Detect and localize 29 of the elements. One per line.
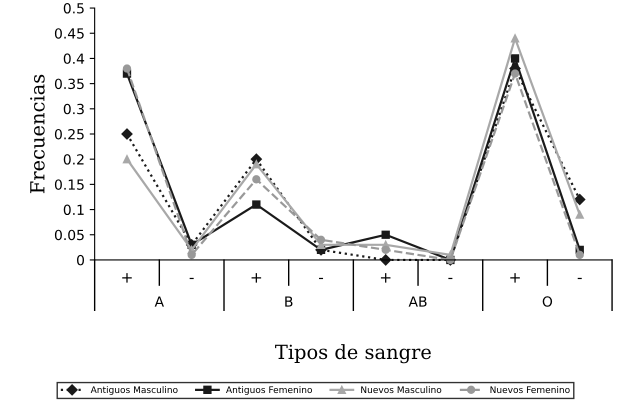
legend-label: Nuevos Masculino [361, 386, 442, 394]
y-tick-label: 0.4 [64, 53, 84, 64]
y-tick-label: 0.45 [54, 28, 84, 39]
y-axis-title: Frecuencias [30, 74, 45, 194]
y-tick-label: 0.1 [64, 204, 84, 216]
y-tick-label: 0.25 [54, 128, 84, 140]
text: AB [408, 296, 427, 307]
y-tick-label: 0.3 [64, 104, 84, 114]
y-tick-label: 0.05 [54, 230, 84, 240]
x-tick-label: + [252, 273, 262, 283]
y-tick-label: 0.5 [64, 3, 84, 14]
x-tick-label: + [122, 273, 132, 283]
legend-label: Nuevos Femenino [490, 386, 570, 394]
x-tick-label: - [448, 278, 452, 280]
y-tick-label: 0 [77, 254, 84, 266]
text: B [285, 296, 292, 307]
x-tick-label: + [510, 273, 520, 283]
text: A [154, 296, 164, 307]
legend-label: Antiguos Femenino [226, 386, 312, 395]
y-tick-label: 0.15 [54, 179, 84, 190]
x-tick-label: + [380, 273, 390, 283]
x-tick-label: - [190, 278, 194, 280]
x-tick-label: - [578, 278, 582, 280]
y-tick-label: 0.35 [54, 78, 84, 90]
x-tick-label: - [319, 278, 324, 280]
text: O [542, 296, 552, 307]
y-tick-label: 0.2 [64, 154, 84, 165]
x-axis-title: Tipos de sangre [275, 344, 431, 364]
legend-label: Antiguos Masculino [90, 386, 178, 395]
